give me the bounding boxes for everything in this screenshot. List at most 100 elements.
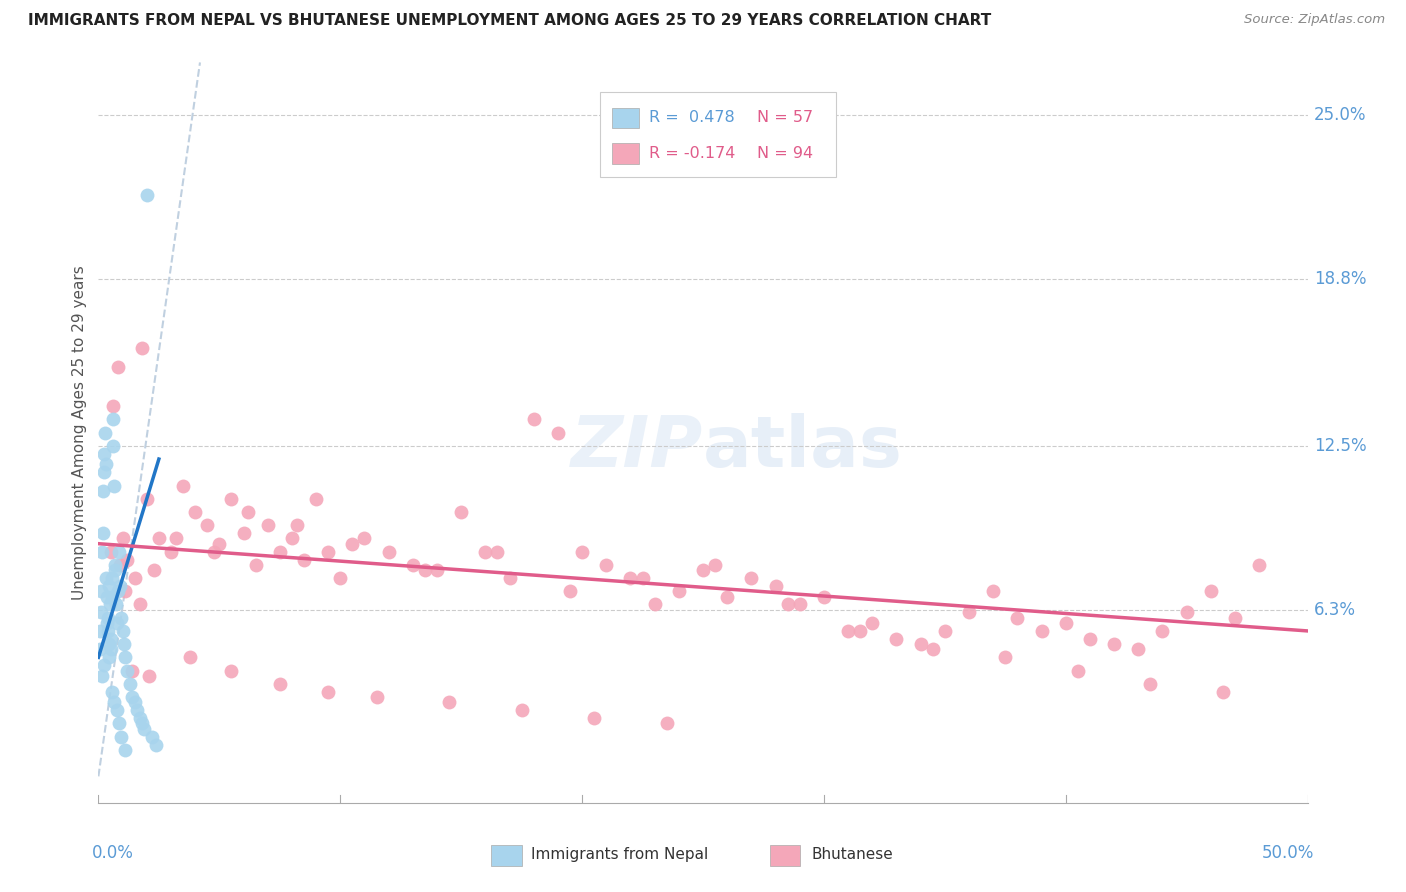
Point <box>114 584 136 599</box>
Point <box>100 544 122 558</box>
FancyBboxPatch shape <box>613 143 638 164</box>
Point <box>93 465 115 479</box>
Point <box>238 505 260 519</box>
Point <box>100 685 122 699</box>
Text: 6.3%: 6.3% <box>1313 601 1355 619</box>
Point <box>1067 664 1090 678</box>
Point <box>141 730 163 744</box>
Point <box>269 544 291 558</box>
Point <box>90 584 112 599</box>
FancyBboxPatch shape <box>600 92 837 178</box>
Point <box>138 669 160 683</box>
Point <box>89 642 111 657</box>
Point <box>934 624 956 638</box>
Point <box>437 695 460 709</box>
Point <box>1199 584 1222 599</box>
Point <box>849 624 872 638</box>
Point <box>107 359 129 374</box>
Point <box>316 685 339 699</box>
Point <box>96 615 118 630</box>
Point <box>558 584 581 599</box>
Point <box>121 690 143 704</box>
Point <box>91 526 114 541</box>
Point <box>101 571 124 585</box>
Point <box>837 624 859 638</box>
Point <box>523 412 546 426</box>
Point <box>498 571 520 585</box>
Point <box>474 544 496 558</box>
Point <box>813 590 835 604</box>
Point <box>184 505 207 519</box>
Y-axis label: Unemployment Among Ages 25 to 29 years: Unemployment Among Ages 25 to 29 years <box>72 265 87 600</box>
Point <box>329 571 352 585</box>
Point <box>204 544 226 558</box>
Point <box>221 491 243 506</box>
Point <box>619 571 641 585</box>
Point <box>108 579 131 593</box>
Text: 18.8%: 18.8% <box>1313 270 1367 288</box>
Point <box>103 478 125 492</box>
Point <box>101 439 124 453</box>
Point <box>342 536 364 550</box>
Point <box>148 532 170 546</box>
Text: 0.0%: 0.0% <box>93 844 134 862</box>
Point <box>595 558 617 572</box>
Text: Bhutanese: Bhutanese <box>811 847 894 863</box>
Point <box>98 598 121 612</box>
FancyBboxPatch shape <box>613 108 638 128</box>
Point <box>103 695 125 709</box>
Point <box>789 598 811 612</box>
Point <box>131 716 153 731</box>
Point <box>413 563 436 577</box>
Point <box>232 526 254 541</box>
Point <box>96 571 118 585</box>
Point <box>89 624 111 638</box>
Point <box>108 558 131 572</box>
Point <box>245 558 267 572</box>
Point <box>111 532 134 546</box>
Point <box>124 695 146 709</box>
Point <box>100 590 122 604</box>
Point <box>97 611 120 625</box>
FancyBboxPatch shape <box>492 845 522 866</box>
Point <box>172 478 194 492</box>
Point <box>631 571 654 585</box>
Point <box>776 598 799 612</box>
Point <box>135 491 157 506</box>
FancyBboxPatch shape <box>769 845 800 866</box>
Text: R = -0.174: R = -0.174 <box>648 146 735 161</box>
Point <box>910 637 932 651</box>
Point <box>131 341 153 355</box>
Point <box>98 650 121 665</box>
Point <box>143 563 166 577</box>
Text: 25.0%: 25.0% <box>1313 106 1367 124</box>
Point <box>100 642 122 657</box>
Point <box>402 558 425 572</box>
Point <box>108 544 131 558</box>
Point <box>1249 558 1271 572</box>
Point <box>1139 677 1161 691</box>
Point <box>97 624 120 638</box>
Point <box>96 590 118 604</box>
Point <box>692 563 714 577</box>
Point <box>510 703 533 717</box>
Point <box>103 412 125 426</box>
Point <box>117 664 139 678</box>
Point <box>316 544 339 558</box>
Point <box>97 579 120 593</box>
Point <box>104 563 127 577</box>
Point <box>105 615 128 630</box>
Point <box>98 637 121 651</box>
Point <box>100 632 122 646</box>
Point <box>655 716 678 731</box>
Point <box>366 690 388 704</box>
Point <box>93 447 115 461</box>
Point <box>160 544 183 558</box>
Point <box>1212 685 1234 699</box>
Point <box>94 425 117 440</box>
Point <box>353 532 375 546</box>
Point <box>195 518 218 533</box>
Point <box>547 425 569 440</box>
Point <box>765 579 787 593</box>
Point <box>860 615 883 630</box>
